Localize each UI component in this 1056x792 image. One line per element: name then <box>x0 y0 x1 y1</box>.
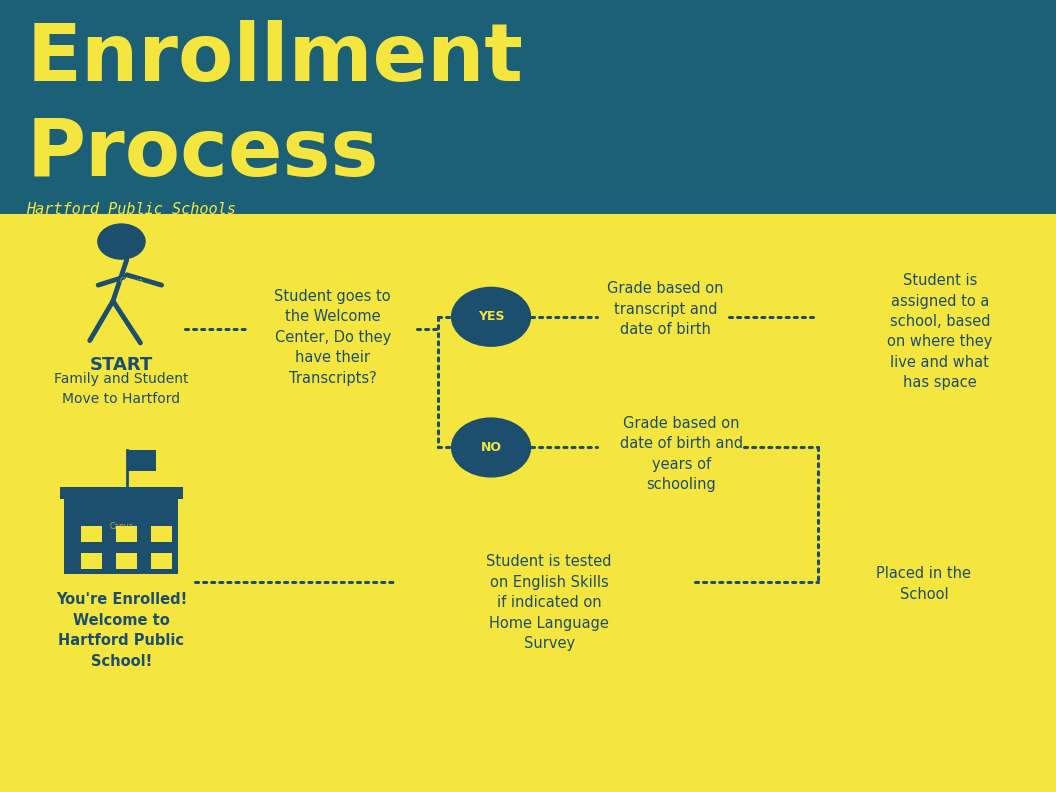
Text: Student is tested
on English Skills
if indicated on
Home Language
Survey: Student is tested on English Skills if i… <box>487 554 611 651</box>
Text: START: START <box>90 356 153 375</box>
FancyBboxPatch shape <box>116 580 137 596</box>
Text: Process: Process <box>26 115 379 192</box>
Circle shape <box>451 417 531 478</box>
FancyBboxPatch shape <box>127 450 156 471</box>
Text: NO: NO <box>480 441 502 454</box>
Text: Grade based on
transcript and
date of birth: Grade based on transcript and date of bi… <box>607 281 723 337</box>
Text: YES: YES <box>477 310 505 323</box>
Text: Family and Student
Move to Hartford: Family and Student Move to Hartford <box>54 372 189 406</box>
Text: Enrollment: Enrollment <box>26 20 524 97</box>
Text: Canva: Canva <box>110 522 133 531</box>
FancyBboxPatch shape <box>81 580 102 596</box>
Text: Placed in the
School: Placed in the School <box>876 566 972 602</box>
FancyBboxPatch shape <box>151 553 172 569</box>
Circle shape <box>451 287 531 347</box>
FancyBboxPatch shape <box>81 553 102 569</box>
FancyBboxPatch shape <box>116 526 137 542</box>
Text: You're Enrolled!
Welcome to
Hartford Public
School!: You're Enrolled! Welcome to Hartford Pub… <box>56 592 187 668</box>
Text: Grade based on
date of birth and
years of
schooling: Grade based on date of birth and years o… <box>620 416 742 492</box>
Circle shape <box>97 223 146 260</box>
FancyBboxPatch shape <box>64 499 178 574</box>
Text: Student goes to
the Welcome
Center, Do they
have their
Transcripts?: Student goes to the Welcome Center, Do t… <box>275 289 391 386</box>
FancyBboxPatch shape <box>151 580 172 596</box>
FancyBboxPatch shape <box>60 487 183 499</box>
Text: Canva: Canva <box>120 276 144 286</box>
FancyBboxPatch shape <box>116 553 137 569</box>
FancyBboxPatch shape <box>0 0 1056 214</box>
FancyBboxPatch shape <box>81 526 102 542</box>
Text: Hartford Public Schools: Hartford Public Schools <box>26 202 237 217</box>
FancyBboxPatch shape <box>151 526 172 542</box>
Text: Student is
assigned to a
school, based
on where they
live and what
has space: Student is assigned to a school, based o… <box>887 273 993 390</box>
